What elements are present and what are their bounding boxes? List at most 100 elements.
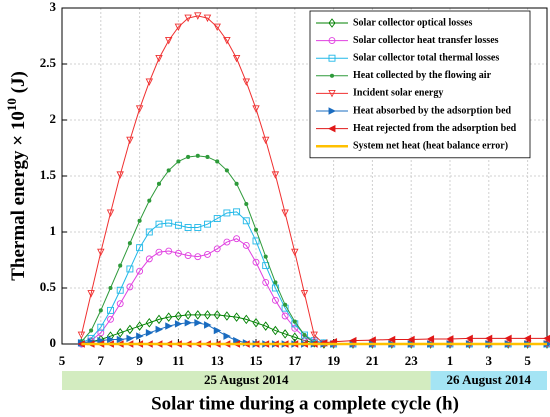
date-band (62, 371, 431, 390)
data-point (252, 258, 260, 266)
data-point (174, 311, 182, 321)
data-point (155, 220, 163, 228)
data-point (233, 312, 241, 322)
data-point (232, 54, 241, 63)
data-point (204, 220, 211, 228)
data-point (253, 227, 259, 232)
data-point (215, 159, 220, 164)
y-label-unit: (J) (8, 71, 29, 98)
data-point (213, 310, 221, 320)
data-point (87, 290, 95, 298)
data-point (261, 136, 270, 145)
data-point (107, 306, 114, 314)
data-point (127, 241, 132, 246)
legend-marker (328, 89, 336, 98)
x-tick-label: 17 (288, 353, 302, 368)
data-point (223, 209, 231, 217)
data-point (301, 331, 308, 339)
data-point (165, 247, 173, 255)
data-point (223, 37, 231, 45)
y-tick-label: 2.5 (40, 55, 57, 70)
data-point (234, 181, 239, 186)
data-point (136, 267, 144, 275)
data-point (262, 278, 270, 286)
data-point (291, 332, 299, 343)
y-tick-label: 0 (50, 335, 57, 350)
data-point (271, 325, 279, 336)
x-tick-label: 7 (98, 353, 105, 368)
legend-label: Heat rejected from the adsorption bed (353, 123, 517, 134)
data-point (204, 321, 212, 329)
data-point (126, 265, 134, 273)
data-point (504, 334, 512, 343)
x-tick-label: 5 (524, 353, 531, 368)
data-point (164, 37, 173, 45)
data-point (108, 285, 113, 291)
data-point (165, 312, 173, 322)
data-point (174, 320, 183, 328)
data-point (184, 14, 192, 23)
data-point (98, 308, 103, 313)
data-point (252, 105, 260, 113)
data-point (281, 329, 289, 339)
data-point (145, 329, 154, 337)
data-point (213, 326, 222, 335)
x-tick-label: 19 (327, 353, 341, 368)
y-tick-label: 1.5 (40, 167, 57, 182)
data-point (233, 208, 241, 216)
x-tick-label: 15 (250, 353, 264, 368)
data-point (135, 105, 144, 113)
data-point (242, 78, 251, 86)
data-point (203, 14, 212, 23)
y-tick-label: 3 (50, 0, 57, 14)
data-point (174, 249, 182, 257)
legend-label: Incident solar energy (353, 88, 443, 99)
data-point (252, 237, 260, 245)
data-point (184, 318, 193, 327)
legend-box (309, 10, 531, 159)
data-point (204, 250, 211, 258)
data-point (523, 334, 532, 343)
data-point (271, 296, 279, 304)
data-point (271, 171, 280, 179)
data-point (176, 159, 181, 164)
data-point (271, 284, 279, 292)
y-label-exponent: 10 (4, 98, 19, 111)
x-tick-label: 23 (405, 353, 419, 368)
legend-marker (328, 18, 336, 28)
data-point (233, 235, 241, 243)
data-point (107, 315, 114, 323)
x-tick-label: 1 (447, 353, 454, 368)
data-point (213, 245, 221, 253)
legend-marker (327, 124, 336, 133)
data-point (126, 334, 134, 343)
data-point (89, 328, 94, 333)
data-point (445, 335, 454, 343)
data-point (292, 319, 297, 324)
data-point (262, 321, 270, 331)
data-point (116, 171, 124, 179)
legend-label: System net heat (heat balance error) (353, 140, 508, 151)
date-band-label: 25 August 2014 (204, 372, 289, 387)
data-point (116, 286, 124, 294)
data-point (194, 224, 202, 231)
y-tick-label: 1 (50, 223, 57, 238)
data-point (77, 331, 86, 340)
legend-label: Heat collected by the flowing air (353, 70, 492, 81)
data-point (407, 335, 415, 344)
data-point (465, 334, 473, 343)
y-tick-label: 0.5 (40, 279, 57, 294)
data-point (302, 332, 307, 338)
x-tick-label: 9 (136, 353, 143, 368)
y-tick-label: 2 (50, 111, 57, 126)
data-point (97, 248, 105, 257)
data-point (244, 201, 249, 207)
data-point (126, 324, 134, 335)
data-point (213, 215, 221, 223)
legend-marker (328, 54, 336, 62)
data-point (174, 221, 182, 229)
data-point (165, 322, 173, 330)
data-point (263, 254, 268, 259)
data-point (542, 334, 550, 342)
